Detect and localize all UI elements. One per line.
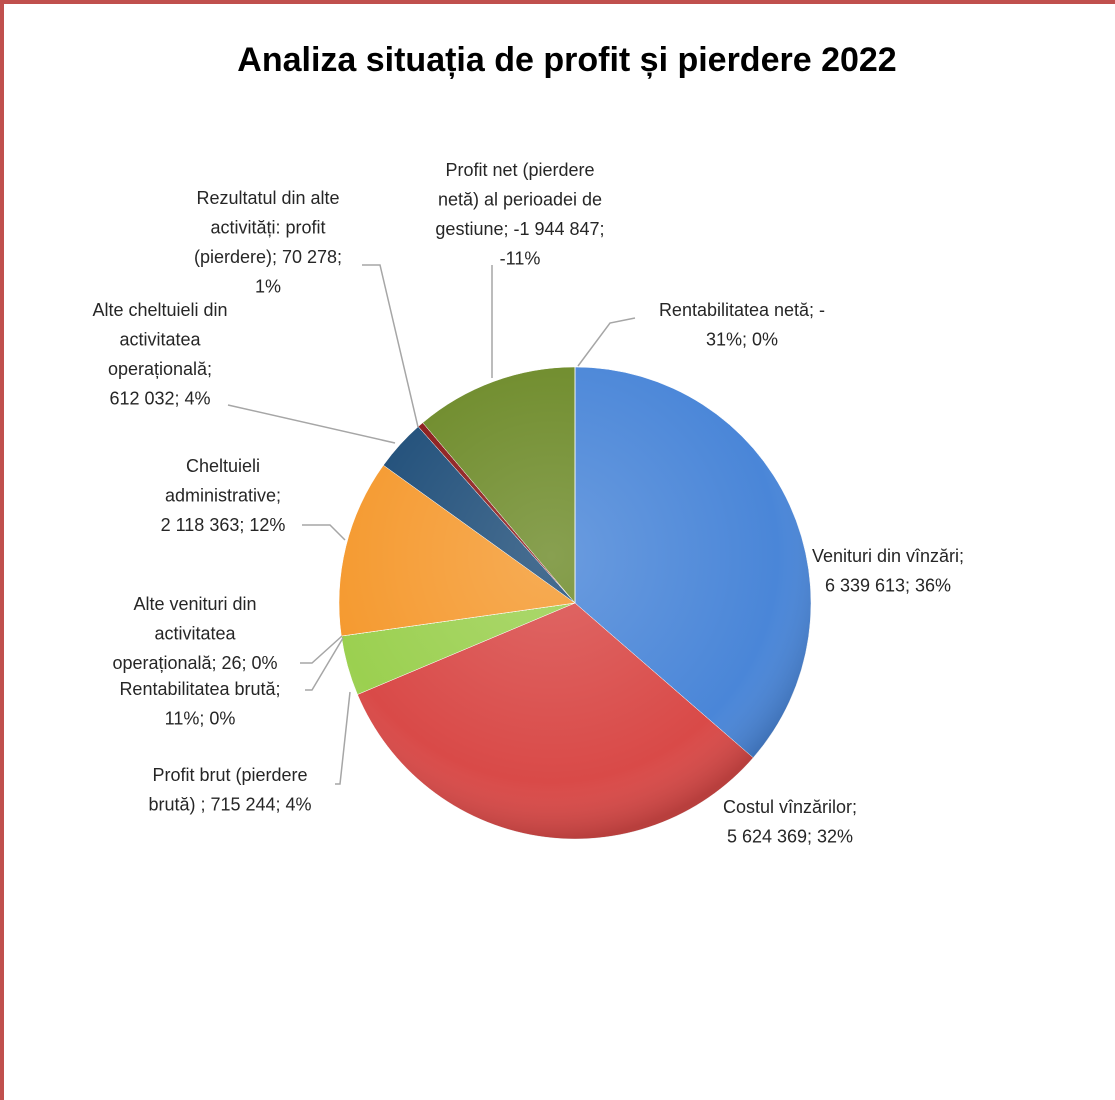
data-label: Alte cheltuieli din [92,300,227,320]
data-label: netă) al perioadei de [438,189,602,209]
data-label: 1% [255,276,281,296]
leader-line [300,635,343,664]
leader-line [302,524,346,541]
data-label: 5 624 369; 32% [727,826,853,846]
data-label: Profit net (pierdere [445,160,594,180]
data-label: activitatea [119,329,201,349]
data-label: Cheltuieli [186,456,260,476]
data-label: 31%; 0% [706,329,778,349]
chart-title: Analiza situația de profit și pierdere 2… [237,41,896,79]
data-label: -11% [500,248,541,268]
leader-line [305,637,344,691]
data-label: operațională; 26; 0% [112,653,277,673]
data-label: Rentabilitatea netă; - [659,300,825,320]
leader-line [577,317,636,367]
data-label: Alte venituri din [133,594,256,614]
data-label: 2 118 363; 12% [161,515,286,535]
leader-line [335,691,351,785]
data-label: administrative; [165,485,281,505]
data-label: brută) ; 715 244; 4% [148,794,311,814]
data-label: Rezultatul din alte [196,188,339,208]
data-label: Venituri din vînzări; [812,546,964,566]
data-label: activități: profit [210,217,325,237]
data-label: Profit brut (pierdere [152,765,307,785]
data-label: gestiune; -1 944 847; [435,219,604,239]
data-label: 11%; 0% [165,708,236,728]
data-label: Rentabilitatea brută; [119,679,280,699]
data-label: operațională; [108,359,212,379]
data-label: activitatea [154,623,236,643]
data-label: Costul vînzărilor; [723,797,857,817]
leader-line [227,404,396,444]
leader-line [362,264,419,428]
data-label: (pierdere); 70 278; [194,247,342,267]
data-label: 612 032; 4% [109,388,210,408]
data-label: 6 339 613; 36% [825,575,951,595]
